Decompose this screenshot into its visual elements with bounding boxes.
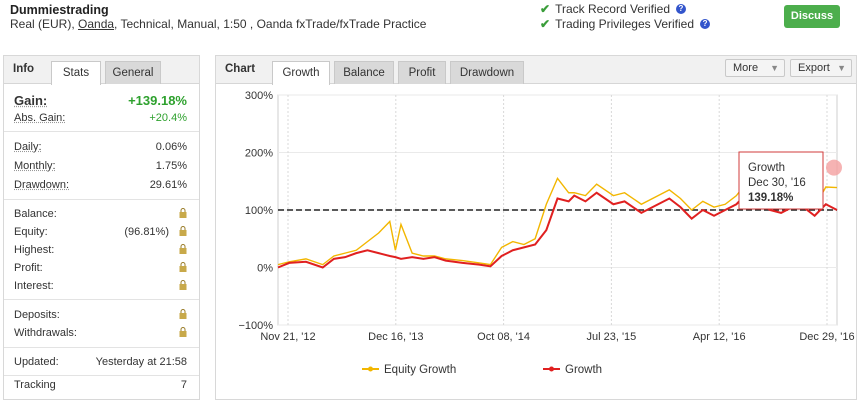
profit-label: Profit: xyxy=(14,262,43,274)
tab-profit[interactable]: Profit xyxy=(398,61,446,84)
monthly-label[interactable]: Monthly: xyxy=(14,160,56,172)
tooltip-date: Dec 30, '16 xyxy=(748,177,806,189)
chart-tabbar: Chart Growth Balance Profit Drawdown Mor… xyxy=(216,56,856,85)
tracking-value: 7 xyxy=(180,379,187,391)
divider xyxy=(4,347,199,348)
y-tick-label: 0% xyxy=(257,263,273,275)
tab-stats[interactable]: Stats xyxy=(51,61,101,85)
legend-marker xyxy=(368,366,373,372)
x-tick-label: Apr 12, '16 xyxy=(693,331,746,343)
balance-label: Balance: xyxy=(14,208,57,220)
gain-row: Gain: +139.18% xyxy=(14,93,187,109)
export-dropdown[interactable]: Export ▼ xyxy=(790,59,852,77)
x-tick-label: Dec 16, '13 xyxy=(368,331,423,343)
drawdown-label[interactable]: Drawdown: xyxy=(14,179,70,191)
gain-value: +139.18% xyxy=(128,93,187,108)
trading-privileges-verified: ✔ Trading Privileges Verified ? xyxy=(540,17,711,31)
check-icon: ✔ xyxy=(540,17,551,31)
account-settings: , Technical, Manual, 1:50 , Oanda fxTrad… xyxy=(114,17,427,31)
discuss-button[interactable]: Discuss xyxy=(784,5,840,28)
lock-icon xyxy=(179,208,187,221)
divider xyxy=(4,299,199,300)
gain-label[interactable]: Gain: xyxy=(14,93,48,108)
tooltip-value: 139.18% xyxy=(748,192,793,204)
legend-label: Equity Growth xyxy=(384,364,456,376)
chevron-down-icon: ▼ xyxy=(770,63,779,73)
export-label: Export xyxy=(798,62,830,74)
drawdown-value: 29.61% xyxy=(149,179,187,191)
updated-label: Updated: xyxy=(14,356,59,368)
abs-gain-value: +20.4% xyxy=(149,112,187,124)
divider xyxy=(4,199,199,200)
deposits-label: Deposits: xyxy=(14,309,60,321)
more-label: More xyxy=(733,62,759,74)
check-icon: ✔ xyxy=(540,2,551,16)
x-tick-label: Oct 08, '14 xyxy=(477,331,530,343)
abs-gain-label[interactable]: Abs. Gain: xyxy=(14,112,66,124)
info-title: Info xyxy=(13,63,35,75)
legend-label: Growth xyxy=(565,364,602,376)
y-tick-label: −100% xyxy=(238,320,273,332)
x-tick-label: Jul 23, '15 xyxy=(586,331,636,343)
highest-label: Highest: xyxy=(14,244,55,256)
account-header: Dummiestrading Real (EUR), Oanda, Techni… xyxy=(0,0,857,38)
tab-general[interactable]: General xyxy=(105,61,161,84)
account-type: Real (EUR), xyxy=(10,17,79,31)
interest-label: Interest: xyxy=(14,280,54,292)
chart-panel: Chart Growth Balance Profit Drawdown Mor… xyxy=(215,55,857,400)
help-icon[interactable]: ? xyxy=(700,19,711,29)
equity-value: (96.81%) xyxy=(124,226,169,238)
divider xyxy=(4,131,199,132)
chart-title: Chart xyxy=(225,63,256,75)
equity-label: Equity: xyxy=(14,226,48,238)
chevron-down-icon: ▼ xyxy=(837,63,846,73)
account-name: Dummiestrading xyxy=(10,3,109,17)
tab-balance[interactable]: Balance xyxy=(334,61,394,84)
y-tick-label: 100% xyxy=(245,205,273,217)
tab-drawdown[interactable]: Drawdown xyxy=(450,61,524,84)
lock-icon xyxy=(179,244,187,257)
withdrawals-label: Withdrawals: xyxy=(14,327,77,339)
lock-icon xyxy=(179,309,187,322)
x-tick-label: Dec 29, '16 xyxy=(799,331,854,343)
monthly-value: 1.75% xyxy=(155,160,187,172)
growth-chart[interactable]: 300% 200% 100% 0% −100% Nov 21, '12 Dec 16, '1… xyxy=(216,85,856,399)
hover-point xyxy=(826,159,842,176)
lock-icon xyxy=(179,226,187,239)
updated-value: Yesterday at 21:58 xyxy=(95,356,187,368)
broker-link[interactable]: Oanda xyxy=(78,17,115,31)
track-record-verified: ✔ Track Record Verified ? xyxy=(540,2,686,16)
y-tick-label: 200% xyxy=(245,148,273,160)
divider xyxy=(4,375,199,376)
lock-icon xyxy=(179,280,187,293)
info-panel: Info Stats General Gain: +139.18% Abs. G… xyxy=(3,55,200,400)
tooltip-box xyxy=(738,151,824,210)
info-tabbar: Info Stats General xyxy=(4,56,199,85)
account-details: Real (EUR), Oanda, Technical, Manual, 1:… xyxy=(10,17,426,31)
help-icon[interactable]: ? xyxy=(676,4,686,14)
y-tick-label: 300% xyxy=(245,90,273,102)
daily-label[interactable]: Daily: xyxy=(14,141,42,153)
lock-icon xyxy=(179,327,187,340)
daily-value: 0.06% xyxy=(155,141,187,153)
legend-marker xyxy=(549,366,554,372)
tracking-label: Tracking xyxy=(14,379,56,391)
x-tick-label: Nov 21, '12 xyxy=(260,331,315,343)
more-dropdown[interactable]: More ▼ xyxy=(725,59,785,77)
lock-icon xyxy=(179,262,187,275)
growth-chart-svg[interactable]: 300% 200% 100% 0% −100%Nov 21, '12 Dec 16, '1… xyxy=(216,85,856,399)
tooltip-title: Growth xyxy=(748,162,785,174)
tab-growth[interactable]: Growth xyxy=(272,61,330,85)
